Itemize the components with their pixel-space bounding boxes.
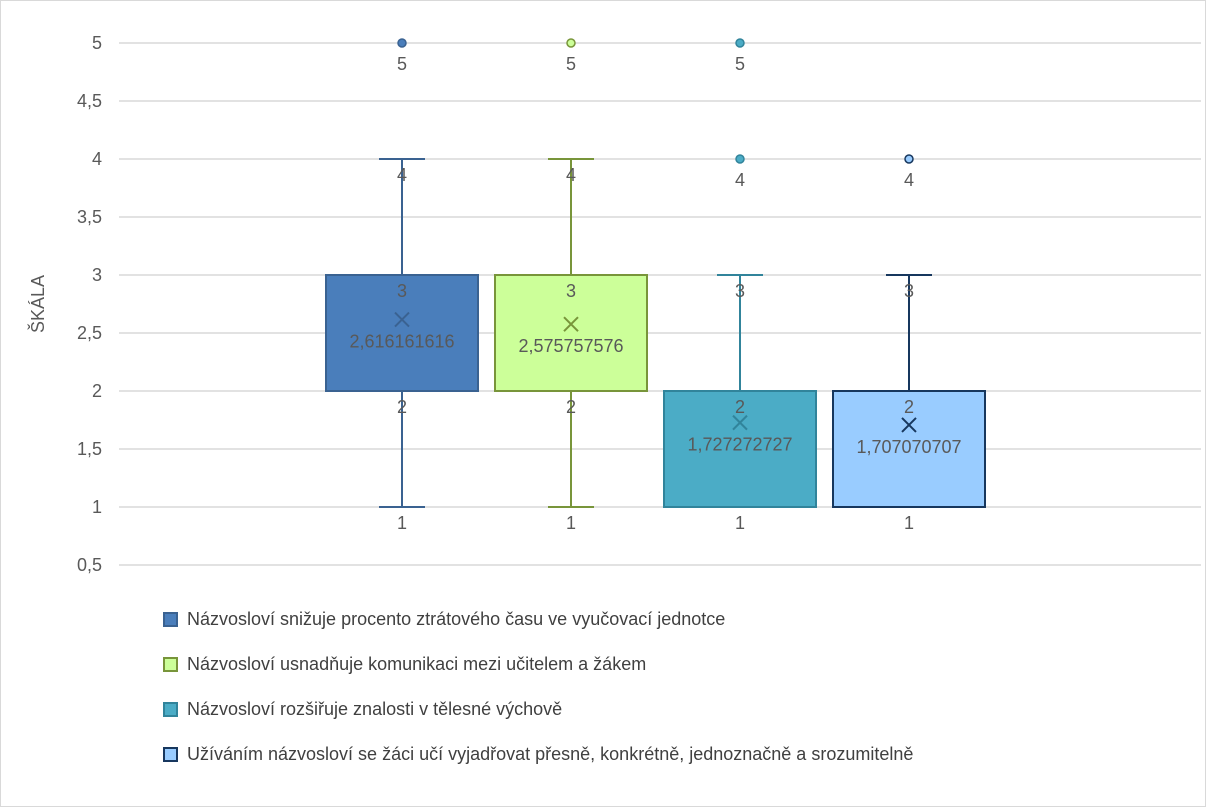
max-label: 4 [397, 165, 407, 185]
median-label: 2 [566, 397, 576, 417]
y-axis-title: ŠKÁLA [27, 275, 48, 333]
y-tick-label: 4 [92, 149, 102, 169]
mean-label: 2,616161616 [349, 332, 454, 352]
mean-label: 1,727272727 [687, 435, 792, 455]
outlier-label: 5 [397, 54, 407, 74]
q3-label: 3 [566, 281, 576, 301]
min-label: 1 [397, 513, 407, 533]
legend-label: Názvosloví rozšiřuje znalosti v tělesné … [187, 698, 563, 719]
mean-label: 1,707070707 [856, 437, 961, 457]
q1-label: 1 [735, 513, 745, 533]
legend-item: Názvosloví rozšiřuje znalosti v tělesné … [163, 697, 913, 721]
q3-label: 3 [397, 281, 407, 301]
box-plot: 0,5 1 1,5 2 2,5 3 3,5 4 4,5 5 ŠKÁLA 5 4 3 2 1 2,61616161… [27, 33, 1201, 575]
y-tick-label: 3,5 [77, 207, 102, 227]
q3-label: 2 [904, 397, 914, 417]
outlier-point [735, 154, 745, 164]
max-label: 4 [566, 165, 576, 185]
legend-label: Názvosloví usnadňuje komunikaci mezi uči… [187, 653, 647, 674]
legend-item: Užíváním názvosloví se žáci učí vyjadřov… [163, 742, 913, 766]
y-tick-label: 1,5 [77, 439, 102, 459]
mean-marker [394, 311, 410, 328]
outlier-point [566, 38, 576, 48]
outlier-label: 4 [904, 170, 914, 190]
y-tick-label: 0,5 [77, 555, 102, 575]
y-tick-label: 5 [92, 33, 102, 53]
mean-marker [563, 316, 579, 332]
legend-swatch [163, 611, 178, 627]
legend-swatch [163, 701, 178, 717]
mean-marker [901, 417, 917, 433]
legend-label: Názvosloví snižuje procento ztrátového č… [187, 608, 726, 629]
y-tick-label: 3 [92, 265, 102, 285]
outlier-label: 5 [735, 54, 745, 74]
min-label: 1 [566, 513, 576, 533]
q3-label: 2 [735, 397, 745, 417]
max-label: 3 [904, 281, 914, 301]
mean-label: 2,575757576 [518, 336, 623, 356]
outlier-point [735, 38, 745, 48]
box [325, 274, 479, 392]
legend-item: Názvosloví usnadňuje komunikaci mezi uči… [163, 652, 913, 676]
box [494, 274, 648, 392]
y-tick-label: 2 [92, 381, 102, 401]
median-label: 2 [397, 397, 407, 417]
legend-item: Názvosloví snižuje procento ztrátového č… [163, 607, 913, 631]
y-tick-label: 4,5 [77, 91, 102, 111]
max-label: 3 [735, 281, 745, 301]
box [663, 390, 817, 508]
box [832, 390, 986, 508]
outlier-label: 5 [566, 54, 576, 74]
legend-swatch [163, 656, 178, 672]
mean-marker [732, 414, 748, 431]
outlier-point [904, 154, 914, 164]
q1-label: 1 [904, 513, 914, 533]
outlier-point [397, 38, 407, 48]
legend-swatch [163, 746, 178, 762]
y-tick-label: 1 [92, 497, 102, 517]
outlier-label: 4 [735, 170, 745, 190]
legend-label: Užíváním názvosloví se žáci učí vyjadřov… [187, 743, 914, 764]
legend: Názvosloví snižuje procento ztrátového č… [163, 607, 913, 787]
y-tick-label: 2,5 [77, 323, 102, 343]
